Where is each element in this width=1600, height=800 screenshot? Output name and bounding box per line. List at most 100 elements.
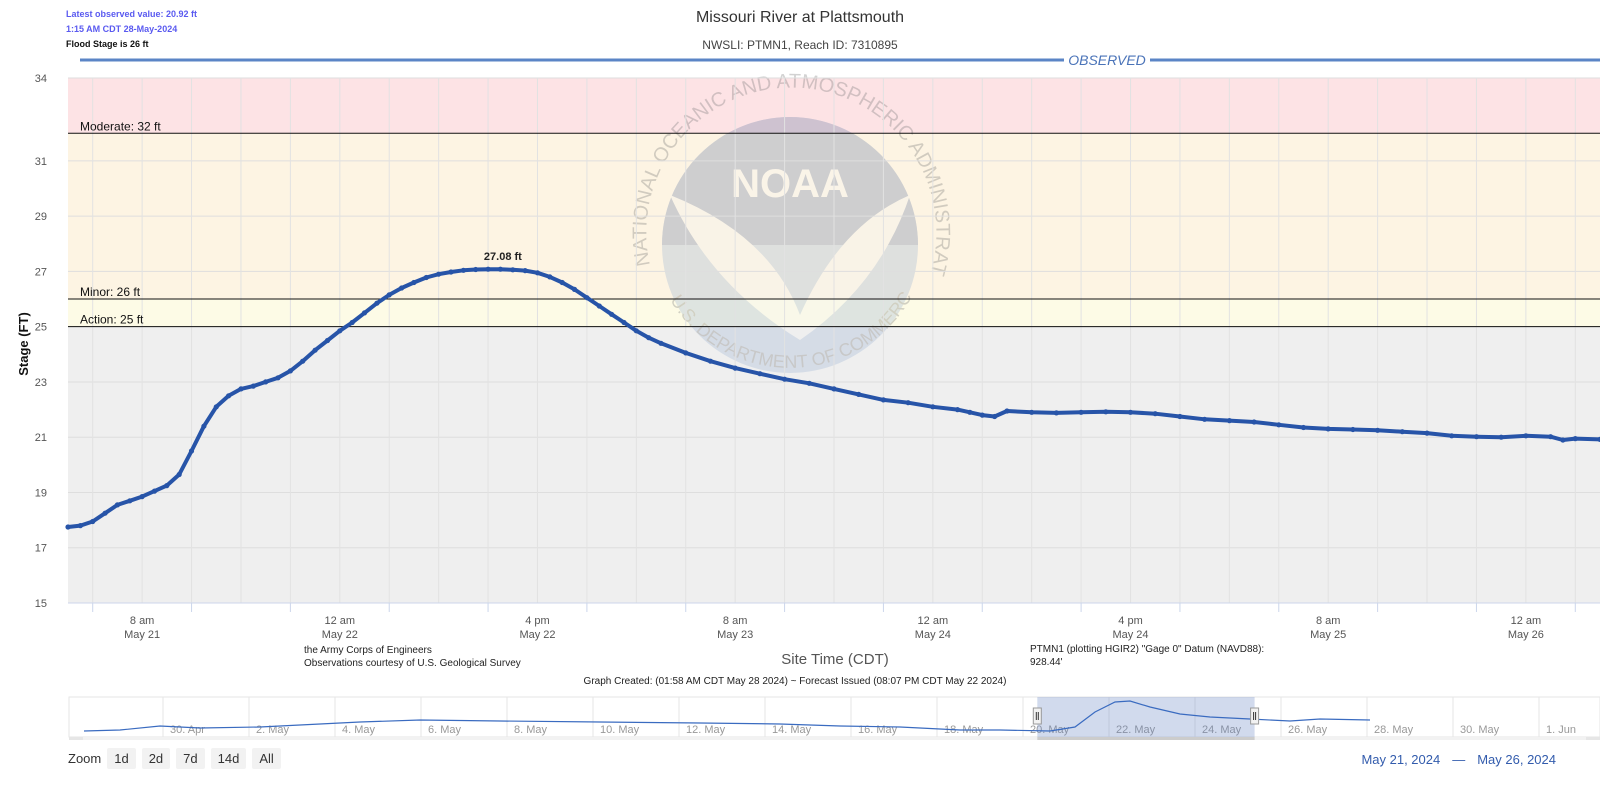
- navigator-frame: [68, 696, 1600, 738]
- data-point-25: [374, 300, 380, 306]
- data-point-67: [1078, 409, 1084, 415]
- data-point-86: [1548, 434, 1554, 440]
- data-point-22: [337, 328, 343, 334]
- data-point-48: [658, 340, 664, 346]
- x-axis: 8 am May 21 12 am May 22 4 pm May 22 8 am May 2…: [68, 602, 1600, 641]
- data-point-0: [65, 524, 71, 530]
- x-tick-time-5: 4 pm: [1118, 615, 1142, 627]
- navigator-label-3: 6. May: [428, 724, 462, 736]
- zoom-14d-button[interactable]: 14d: [210, 748, 247, 769]
- data-point-1: [77, 523, 83, 529]
- zoom-1d-button[interactable]: 1d: [107, 748, 136, 769]
- navigator-label-14: 28. May: [1374, 724, 1414, 736]
- observed-band-label: OBSERVED: [1068, 52, 1146, 68]
- threshold-label-0: Moderate: 32 ft: [80, 119, 161, 133]
- y-axis: 34 31 29 27 25 23 21 19 17 15: [35, 73, 47, 610]
- x-tick-date-0: May 21: [124, 629, 160, 641]
- navigator-handle-right[interactable]: [1250, 707, 1260, 725]
- data-point-82: [1449, 433, 1455, 439]
- data-point-2: [90, 518, 96, 525]
- y-tick-label-2: 29: [35, 211, 47, 223]
- data-point-85: [1523, 433, 1529, 439]
- zoom-label: Zoom: [68, 751, 102, 766]
- data-point-57: [880, 397, 887, 403]
- data-point-13: [226, 393, 232, 399]
- navigator-label-16: 1. Jun: [1546, 724, 1576, 736]
- data-point-59: [930, 404, 936, 410]
- data-point-24: [361, 310, 368, 316]
- credit-right-2: 928.44': [1030, 657, 1063, 668]
- navigator-series: [83, 700, 1371, 732]
- data-point-39: [547, 274, 553, 280]
- y-tick-label-4: 25: [35, 322, 47, 334]
- data-point-18: [287, 368, 293, 374]
- data-point-47: [646, 335, 652, 341]
- zoom-controls: Zoom 1d 2d 7d 14d All: [68, 748, 281, 769]
- data-point-30: [436, 271, 442, 277]
- credit-left-2: Observations courtesy of U.S. Geological…: [304, 658, 521, 669]
- navigator-label-6: 12. May: [686, 724, 726, 736]
- data-point-65: [1029, 409, 1035, 415]
- x-tick-time-2: 4 pm: [525, 615, 549, 627]
- latest-value-text: Latest observed value: 20.92 ft: [66, 9, 198, 19]
- data-point-15: [250, 383, 256, 389]
- data-point-14: [238, 386, 244, 392]
- data-point-53: [782, 376, 788, 382]
- data-point-89: [1597, 436, 1600, 442]
- data-point-83: [1473, 434, 1480, 440]
- x-tick-time-4: 12 am: [918, 615, 949, 627]
- data-point-7: [151, 488, 158, 494]
- data-point-72: [1202, 416, 1208, 422]
- scroll-left-button[interactable]: [69, 737, 83, 740]
- navigator-label-12: 24. May: [1202, 724, 1242, 736]
- data-point-66: [1053, 410, 1059, 416]
- data-point-37: [522, 268, 528, 274]
- data-point-12: [213, 404, 219, 410]
- data-point-36: [510, 267, 516, 273]
- data-point-50: [707, 358, 714, 364]
- series-observed: [65, 266, 1600, 530]
- data-point-34: [485, 266, 491, 272]
- data-point-64: [1004, 408, 1010, 414]
- y-tick-label-1: 31: [35, 156, 47, 168]
- scroll-right-button[interactable]: [1586, 737, 1600, 740]
- zoom-7d-button[interactable]: 7d: [176, 748, 205, 769]
- data-point-52: [757, 371, 763, 377]
- y-axis-label: Stage (FT): [16, 312, 31, 376]
- navigator-label-4: 8. May: [514, 724, 548, 736]
- navigator: 30. Apr 2. May 4. May 6. May 8. May 10. May 12…: [68, 696, 1600, 740]
- data-point-29: [423, 274, 429, 281]
- y-tick-label-7: 19: [35, 487, 47, 499]
- data-point-54: [806, 380, 812, 386]
- watermark-gull: [670, 195, 910, 340]
- x-tick-time-1: 12 am: [325, 615, 356, 627]
- latest-time-text: 1:15 AM CDT 28-May-2024: [66, 24, 178, 34]
- data-point-61: [967, 409, 973, 415]
- data-point-28: [411, 279, 417, 286]
- scrollbar-track: [69, 737, 1600, 740]
- navigator-handle-left[interactable]: [1032, 707, 1042, 725]
- x-tick-time-3: 8 am: [723, 615, 747, 627]
- data-point-80: [1399, 429, 1405, 435]
- x-tick-date-4: May 24: [915, 629, 951, 641]
- data-point-88: [1572, 436, 1578, 442]
- range-to[interactable]: May 26, 2024: [1477, 752, 1556, 767]
- zoom-all-button[interactable]: All: [252, 748, 281, 769]
- data-point-84: [1498, 434, 1504, 440]
- scrollbar-thumb[interactable]: [1037, 737, 1255, 740]
- data-point-70: [1152, 411, 1158, 417]
- data-point-77: [1325, 426, 1331, 432]
- data-point-87: [1560, 437, 1566, 443]
- data-point-26: [386, 292, 392, 298]
- data-point-71: [1177, 413, 1183, 420]
- zoom-2d-button[interactable]: 2d: [141, 748, 171, 769]
- x-tick-date-3: May 23: [717, 629, 753, 641]
- y-tick-label-0: 34: [35, 73, 47, 85]
- data-point-46: [633, 328, 639, 334]
- graph-footer: Graph Created: (01:58 AM CDT May 28 2024…: [584, 676, 1007, 687]
- data-point-19: [300, 358, 306, 364]
- range-from[interactable]: May 21, 2024: [1361, 752, 1441, 767]
- navigator-label-2: 4. May: [342, 724, 376, 736]
- x-tick-date-1: May 22: [322, 629, 358, 641]
- navigator-label-7: 14. May: [772, 724, 812, 736]
